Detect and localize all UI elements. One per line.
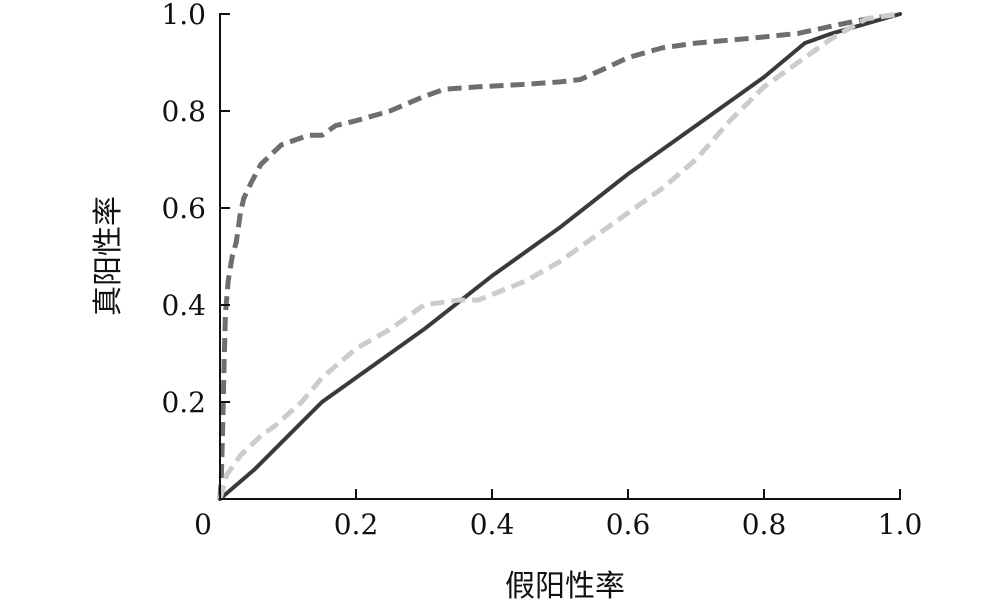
x-axis-ticks: 0 0.2 0.4 0.6 0.8 1.0 bbox=[194, 489, 922, 541]
x-tick-label: 0 bbox=[194, 508, 212, 541]
y-tick-label: 0.8 bbox=[161, 95, 206, 128]
y-axis-ticks: 0.2 0.4 0.6 0.8 1.0 bbox=[161, 0, 230, 419]
series-group bbox=[217, 11, 902, 501]
y-axis-label: 真阳性率 bbox=[91, 196, 126, 316]
y-tick-label: 0.6 bbox=[161, 192, 206, 225]
roc-curve-1 bbox=[217, 11, 901, 500]
y-tick-label: 0.4 bbox=[161, 289, 206, 322]
x-axis-label: 假阳性率 bbox=[505, 569, 625, 604]
x-tick-label: 0.2 bbox=[334, 508, 379, 541]
x-tick-label: 0.8 bbox=[742, 508, 787, 541]
x-tick-label: 1.0 bbox=[878, 508, 923, 541]
roc-curve-3 bbox=[217, 11, 901, 500]
x-tick-label: 0.6 bbox=[606, 508, 651, 541]
y-tick-label: 0.2 bbox=[161, 386, 206, 419]
y-tick-label: 1.0 bbox=[161, 0, 206, 31]
x-tick-label: 0.4 bbox=[470, 508, 515, 541]
roc-curve-2 bbox=[218, 12, 902, 501]
